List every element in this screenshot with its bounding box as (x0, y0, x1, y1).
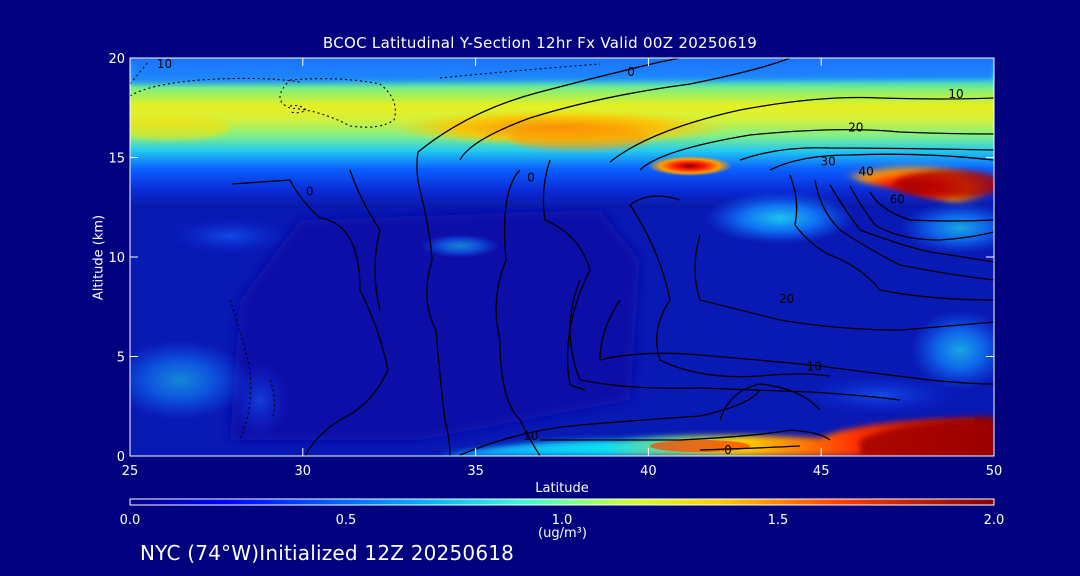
contour-label-11: 10 (523, 429, 538, 443)
x-tick-label-2: 35 (467, 464, 484, 479)
chart-title: BCOC Latitudinal Y-Section 12hr Fx Valid… (322, 34, 758, 52)
contour-lines (231, 58, 994, 456)
contour-label-6: 60 (890, 192, 905, 206)
heatmap-field (130, 58, 994, 456)
contour-label-1: 0 (627, 65, 635, 79)
contour-label-layer: 10 0 10 20 30 40 60 0 0 20 10 10 0 (157, 57, 964, 457)
footer-init-info: NYC (74°W)Initialized 12Z 20250618 (140, 541, 515, 565)
x-tick-label-0: 25 (122, 464, 139, 479)
contour-label-10: 10 (807, 359, 822, 373)
contour-label-12: 0 (724, 443, 732, 457)
contour-label-4: 30 (820, 154, 835, 168)
colorbar-tick-labels: 0.0 0.5 1.0 1.5 2.0 (120, 513, 1005, 528)
contour-label-8: 0 (527, 170, 535, 184)
y-tick-label-1: 5 (117, 351, 125, 366)
contour-label-5: 40 (858, 164, 873, 178)
x-tick-label-3: 40 (640, 464, 657, 479)
colorbar-tick-label-4: 2.0 (984, 513, 1005, 528)
axis-tick-labels: 25 30 35 40 45 50 0 5 10 15 20 (108, 52, 1002, 479)
y-tick-label-0: 0 (117, 450, 125, 465)
contour-label-9: 20 (779, 292, 794, 306)
y-tick-label-2: 10 (108, 251, 125, 266)
y-tick-label-4: 20 (108, 52, 125, 67)
contour-label-3: 20 (848, 121, 863, 135)
colorbar (130, 499, 994, 505)
colorbar-units-label: (ug/m³) (538, 526, 587, 541)
x-tick-label-1: 30 (295, 464, 312, 479)
axis-ticks (129, 57, 995, 457)
colorbar-tick-label-0: 0.0 (120, 513, 141, 528)
y-tick-label-3: 15 (108, 152, 125, 167)
contour-label-7: 0 (306, 184, 314, 198)
colorbar-tick-label-3: 1.5 (768, 513, 789, 528)
colorbar-frame (129, 498, 995, 506)
colorbar-tick-label-2: 1.0 (552, 513, 573, 528)
contour-label-0: 10 (157, 57, 172, 71)
x-tick-label-4: 45 (813, 464, 830, 479)
colorbar-tick-label-1: 0.5 (336, 513, 357, 528)
contour-label-2: 10 (948, 87, 963, 101)
y-axis-label: Altitude (km) (91, 214, 107, 301)
dotted-contours (130, 61, 601, 441)
x-axis-label: Latitude (535, 481, 589, 496)
x-tick-label-5: 50 (986, 464, 1003, 479)
